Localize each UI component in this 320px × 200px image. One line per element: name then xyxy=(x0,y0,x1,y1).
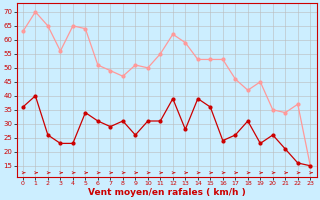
X-axis label: Vent moyen/en rafales ( km/h ): Vent moyen/en rafales ( km/h ) xyxy=(88,188,245,197)
